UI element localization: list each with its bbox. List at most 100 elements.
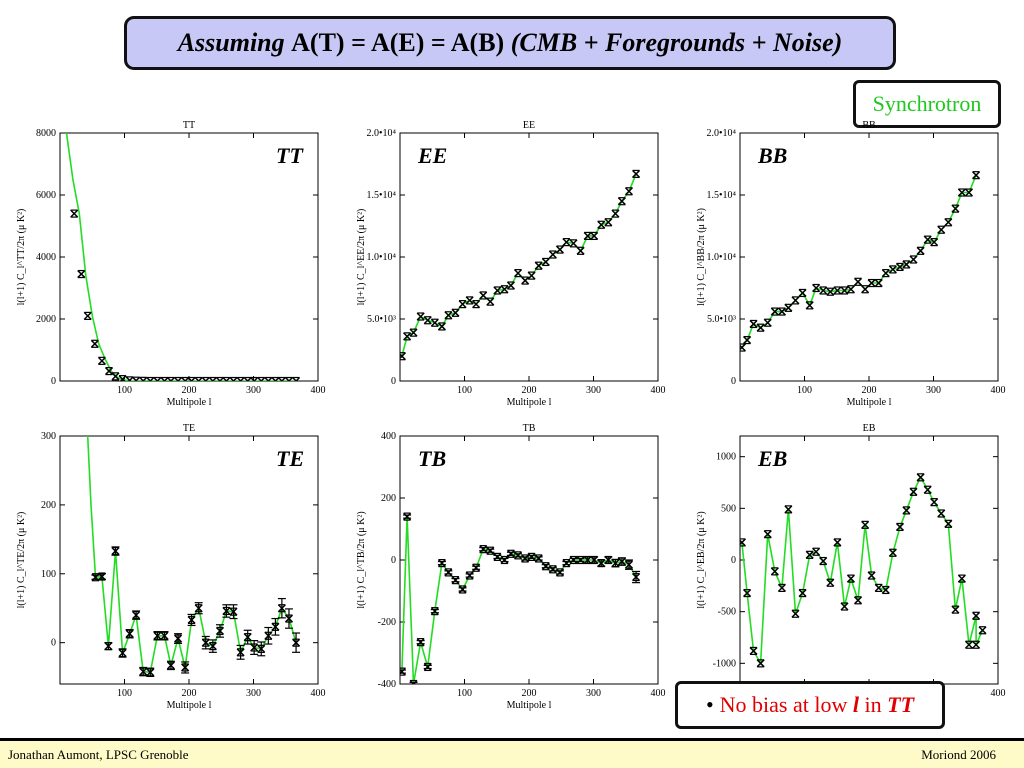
y-tick-label: 0 (731, 555, 736, 566)
data-point (632, 169, 641, 179)
y-tick-label: 0 (731, 376, 736, 387)
data-point (423, 662, 432, 672)
data-point (201, 376, 210, 381)
data-point (174, 633, 183, 644)
x-axis-label: Multipole l (507, 700, 552, 711)
data-point (743, 335, 752, 345)
data-point (181, 376, 190, 381)
data-point (763, 530, 772, 539)
data-point (250, 376, 259, 381)
x-tick-label: 300 (246, 688, 261, 699)
data-point (514, 269, 523, 278)
data-point (437, 559, 446, 568)
data-point (541, 257, 550, 267)
y-tick-label: 200 (41, 500, 56, 511)
data-point (479, 545, 488, 554)
y-axis-label: l(l+1) C_l^EE/2π (μ K²) (356, 209, 367, 306)
data-point (740, 343, 746, 352)
y-tick-label: 200 (381, 493, 396, 504)
x-tick-label: 200 (862, 385, 877, 396)
data-point (854, 596, 863, 605)
data-point (791, 609, 800, 618)
chart-title: TB (523, 423, 536, 434)
y-tick-label: -500 (718, 607, 736, 618)
panel-label: BB (757, 143, 787, 168)
data-point (756, 659, 765, 668)
chart-ee: EE 0 5.0•10³ 1.0•10⁴ 1.5•10⁴ 2.0•10⁴ 100 200 300… (356, 120, 666, 408)
data-point (624, 559, 634, 570)
x-tick-label: 400 (991, 385, 1006, 396)
panel-label: TT (276, 143, 304, 168)
data-point (576, 555, 585, 565)
data-point (617, 197, 626, 206)
data-point (215, 376, 224, 381)
data-point (160, 376, 169, 381)
y-tick-label: 0 (391, 376, 396, 387)
series-line (401, 516, 637, 684)
data-point (284, 608, 294, 629)
panel-label: TE (276, 446, 304, 471)
data-point (881, 269, 890, 278)
title-italic-sources: (CMB + Foregrounds + Noise) (510, 28, 843, 57)
data-point (944, 218, 953, 227)
data-point (222, 376, 231, 381)
data-point (506, 281, 515, 290)
data-point (104, 642, 113, 651)
y-axis-label: l(l+1) C_l^BB/2π (μ K²) (696, 208, 707, 306)
data-point (472, 300, 481, 309)
chart-title: TT (183, 120, 195, 131)
data-point (881, 585, 890, 595)
data-point (90, 339, 99, 348)
data-point (749, 319, 758, 329)
plot-area (86, 436, 301, 678)
data-point (97, 356, 106, 365)
y-tick-label: 5.0•10³ (367, 314, 396, 325)
x-tick-label: 400 (651, 688, 666, 699)
y-tick-label: -200 (378, 617, 396, 628)
data-point (763, 318, 772, 327)
data-point (944, 519, 953, 528)
data-point (236, 376, 245, 381)
data-point (132, 376, 141, 381)
data-point (208, 376, 217, 381)
data-point (444, 311, 453, 320)
note-l: l (852, 692, 859, 717)
y-axis-label: l(l+1) C_l^TB/2π (μ K²) (356, 511, 367, 608)
data-point (437, 322, 446, 331)
x-axis-label: Multipole l (847, 397, 892, 408)
x-tick-label: 400 (651, 385, 666, 396)
x-tick-label: 100 (457, 688, 472, 699)
data-point (284, 376, 294, 381)
y-tick-label: 500 (721, 503, 736, 514)
y-tick-label: 2.0•10⁴ (367, 128, 397, 139)
data-point (451, 576, 460, 585)
x-tick-label: 300 (926, 385, 941, 396)
data-point (902, 506, 911, 515)
data-point (916, 473, 925, 482)
data-point (590, 231, 599, 241)
data-point (215, 624, 224, 638)
x-tick-label: 200 (182, 688, 197, 699)
data-point (555, 245, 564, 254)
data-point (611, 558, 620, 568)
data-point (874, 583, 883, 592)
y-tick-label: 300 (41, 431, 56, 442)
panel-tb: TB -400 -200 0 200 400 100 200 300 400 Multipole l… (340, 418, 670, 718)
data-point (957, 574, 966, 583)
y-axis-label: l(l+1) C_l^TE/2π (μ K²) (16, 512, 27, 609)
data-point (160, 631, 169, 641)
data-point (277, 597, 286, 619)
x-axis-label: Multipole l (507, 397, 552, 408)
x-tick-label: 400 (991, 688, 1006, 699)
panel-eb: EB-1000-50005001000100200300400Multipole… (680, 418, 1010, 718)
y-tick-label: 2000 (36, 314, 56, 325)
title-italic-assuming: Assuming (177, 28, 285, 57)
data-point (749, 646, 758, 656)
note-text2: in (864, 692, 882, 717)
y-tick-label: 5.0•10³ (707, 314, 736, 325)
data-point (83, 311, 92, 320)
data-point (181, 661, 190, 674)
data-point (166, 660, 175, 671)
synchrotron-label: Synchrotron (853, 80, 1001, 128)
y-tick-label: 400 (381, 431, 396, 442)
